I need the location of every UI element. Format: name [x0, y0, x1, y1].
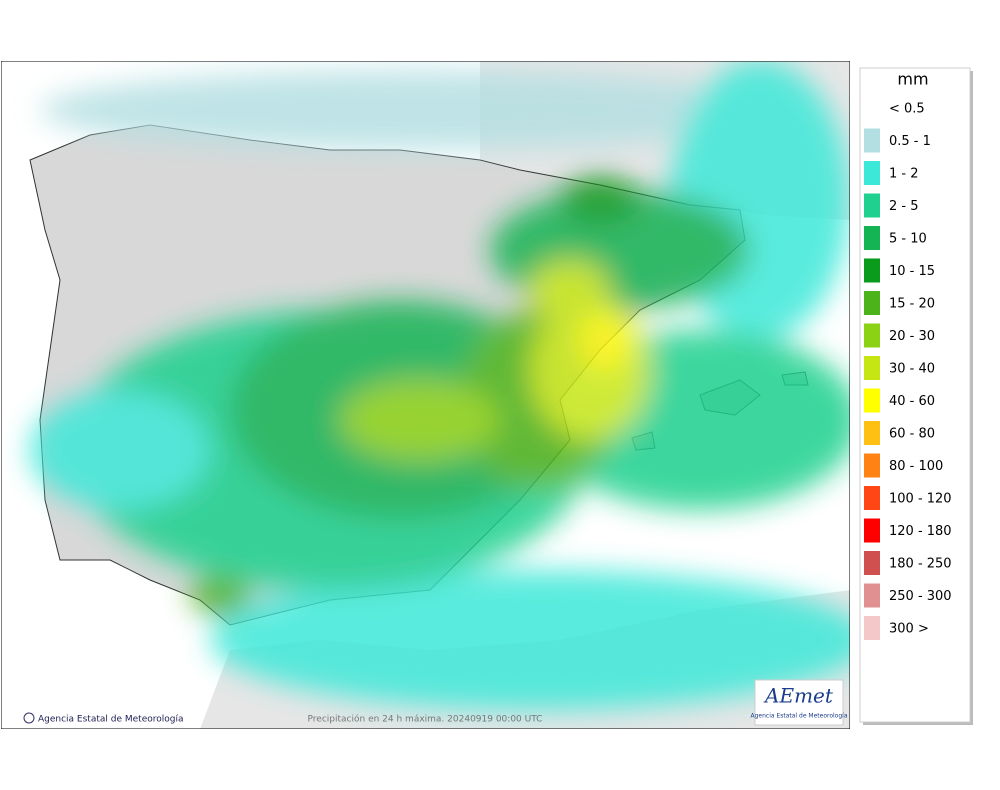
map: Agencia Estatal de Meteorología Precipit…: [1, 61, 850, 729]
legend-swatch: [864, 193, 880, 218]
legend-label: 300 >: [889, 622, 929, 637]
legend-swatch: [864, 518, 880, 543]
legend-label: 20 - 30: [889, 329, 935, 344]
legend-label: 2 - 5: [889, 199, 919, 214]
legend-swatch: [864, 486, 880, 510]
legend-label: < 0.5: [889, 102, 925, 117]
legend-label: 100 - 120: [889, 492, 952, 507]
legend-label: 80 - 100: [889, 459, 943, 474]
legend-swatch: [864, 323, 880, 348]
legend-unit: mm: [897, 70, 928, 89]
legend-swatch: [864, 226, 880, 250]
legend-swatch: [864, 356, 880, 380]
logo-subtitle: Agencia Estatal de Meteorología: [751, 713, 848, 720]
legend-swatch: [864, 616, 880, 640]
legend-items: < 0.5 0.5 - 1 1 - 2 2 - 5 5 - 10 10 - 15 15 - …: [864, 102, 952, 640]
legend-label: 120 - 180: [889, 524, 952, 539]
legend-label: 60 - 80: [889, 427, 935, 442]
copyright-icon: [23, 712, 35, 724]
legend-label: 250 - 300: [889, 589, 952, 604]
legend-label: 1 - 2: [889, 167, 919, 182]
precipitation-field: [30, 61, 850, 710]
legend-label: 30 - 40: [889, 362, 935, 377]
legend-swatch: [864, 258, 880, 283]
caption: Precipitación en 24 h máxima. 20240919 0…: [308, 714, 543, 725]
legend-label: 40 - 60: [889, 394, 935, 409]
logo-box: [754, 679, 844, 726]
credit: Agencia Estatal de Meteorología: [38, 715, 184, 725]
legend-swatch: [864, 291, 880, 315]
legend-label: 10 - 15: [889, 264, 935, 279]
legend-swatch: [864, 583, 880, 608]
legend-label: 0.5 - 1: [889, 134, 931, 149]
legend-swatch: [864, 388, 880, 413]
legend-label: 15 - 20: [889, 297, 935, 312]
legend-swatch: [864, 128, 880, 153]
legend-swatch: [864, 453, 880, 478]
legend-swatch: [864, 421, 880, 445]
legend-label: 5 - 10: [889, 232, 927, 247]
legend-swatch: [864, 161, 880, 185]
legend-label: 180 - 250: [889, 557, 952, 572]
legend-swatch: [864, 551, 880, 575]
logo: AEmet: [763, 684, 834, 708]
